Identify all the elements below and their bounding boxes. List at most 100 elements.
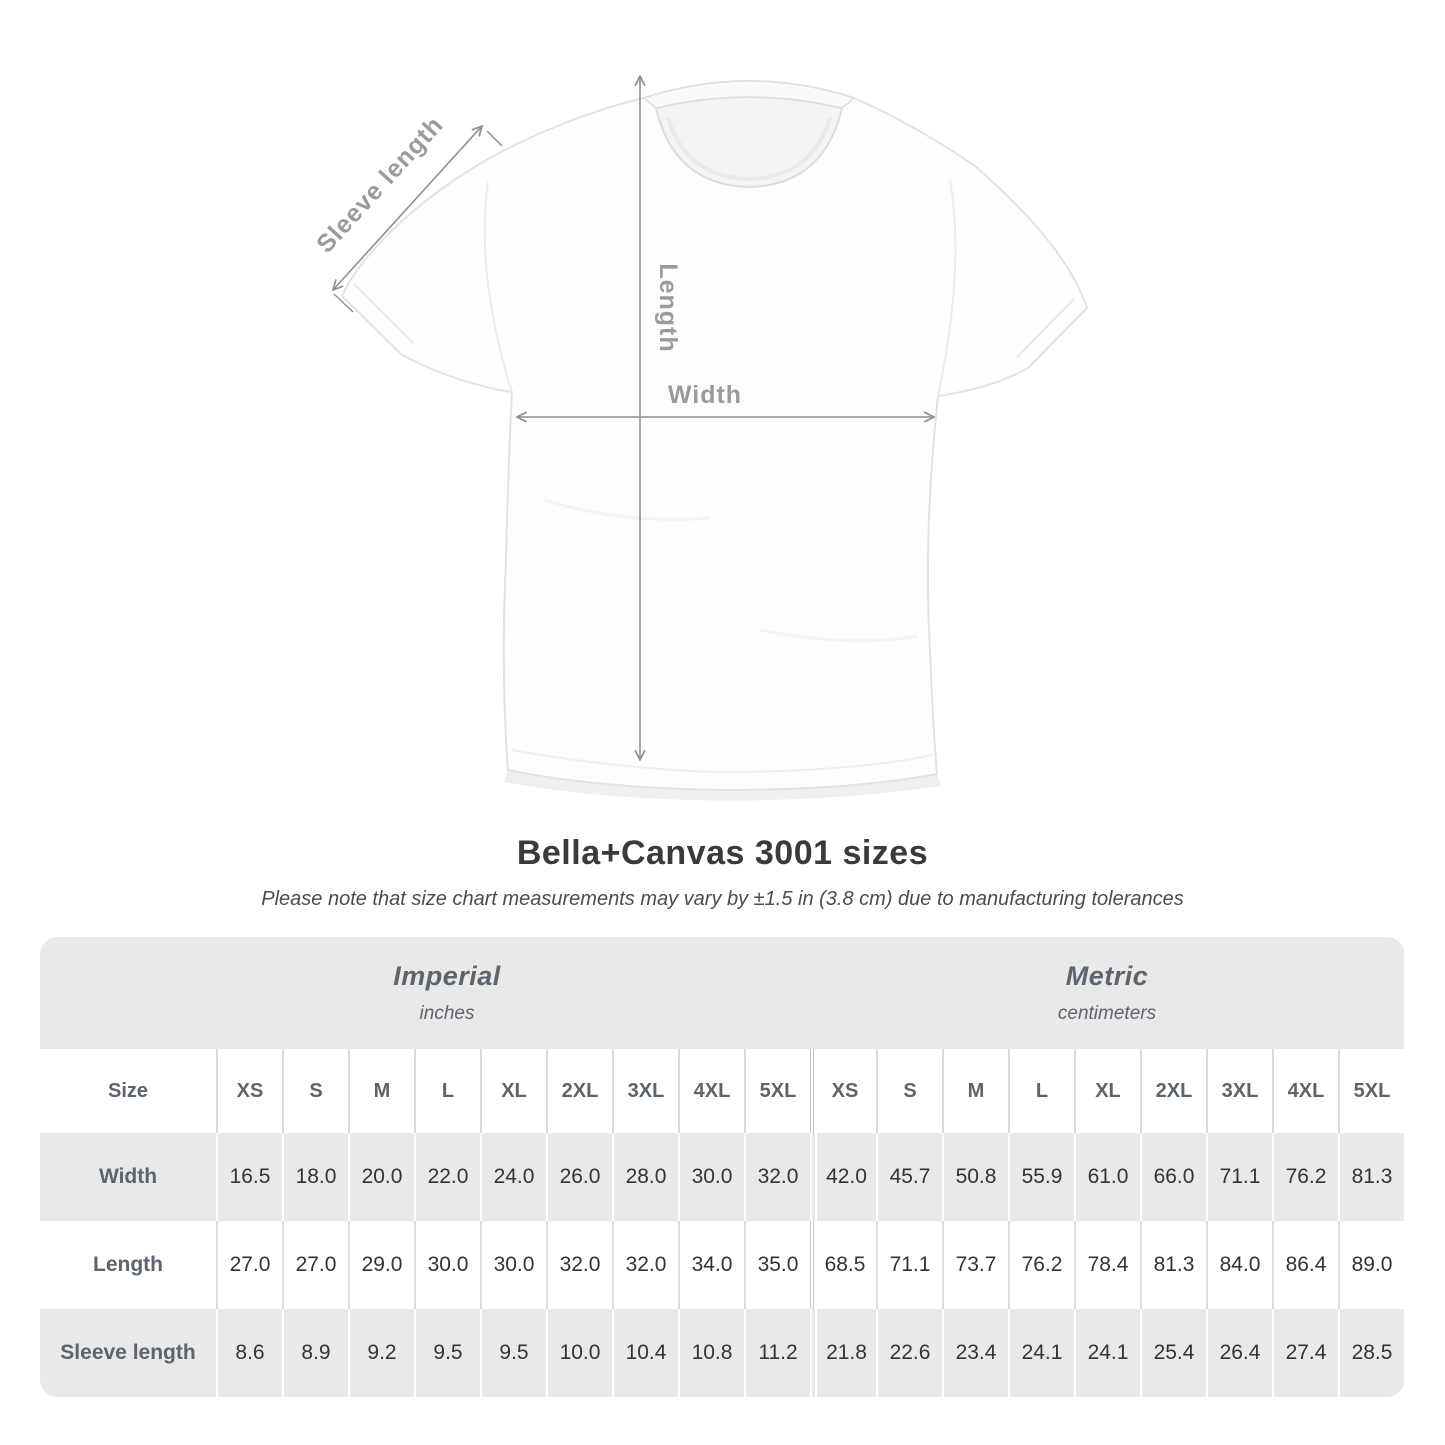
size-table-wrap: Imperial inches Metric centimeters Size … (40, 937, 1405, 1397)
value-cell: 20.0 (348, 1133, 414, 1221)
value-cell: 10.0 (546, 1309, 612, 1397)
value-cell: 23.4 (942, 1309, 1008, 1397)
value-cell: 50.8 (942, 1133, 1008, 1221)
value-cell: 18.0 (282, 1133, 348, 1221)
size-col-header: 5XL (744, 1049, 810, 1133)
value-cell: 10.8 (678, 1309, 744, 1397)
value-cell: 32.0 (546, 1221, 612, 1309)
sleeve-arrow-leader-bottom (333, 293, 354, 313)
value-cell: 28.0 (612, 1133, 678, 1221)
value-cell: 34.0 (678, 1221, 744, 1309)
value-cell: 9.2 (348, 1309, 414, 1397)
tshirt-right-cuff-seam (1016, 297, 1076, 358)
value-cell: 9.5 (414, 1309, 480, 1397)
size-table-body: Width 16.5 18.0 20.0 22.0 24.0 26.0 28.0 30.0 32.… (40, 1133, 1404, 1397)
size-col-header: XS (810, 1049, 876, 1133)
table-row: Width 16.5 18.0 20.0 22.0 24.0 26.0 28.0 30.0 32.… (40, 1133, 1404, 1221)
size-col-header: XL (1074, 1049, 1140, 1133)
value-cell: 28.5 (1338, 1309, 1404, 1397)
value-cell: 22.0 (414, 1133, 480, 1221)
tshirt-collar-band (643, 80, 855, 109)
size-col-header: 4XL (678, 1049, 744, 1133)
value-cell: 81.3 (1140, 1221, 1206, 1309)
value-cell: 61.0 (1074, 1133, 1140, 1221)
size-header-label: Size (107, 1079, 149, 1102)
value-cell: 81.3 (1338, 1133, 1404, 1221)
value-cell: 86.4 (1272, 1221, 1338, 1309)
imperial-group-header: Imperial inches (40, 937, 810, 1049)
value-cell: 78.4 (1074, 1221, 1140, 1309)
size-col-header: XS (216, 1049, 282, 1133)
size-col-header: L (414, 1049, 480, 1133)
value-cell: 26.0 (546, 1133, 612, 1221)
value-cell: 30.0 (678, 1133, 744, 1221)
value-cell: 66.0 (1140, 1133, 1206, 1221)
size-col-header: M (942, 1049, 1008, 1133)
value-cell: 32.0 (612, 1221, 678, 1309)
value-cell: 35.0 (744, 1221, 810, 1309)
size-col-header: 2XL (546, 1049, 612, 1133)
value-cell: 84.0 (1206, 1221, 1272, 1309)
tshirt-hem-shadow (504, 770, 941, 801)
value-cell: 27.0 (216, 1221, 282, 1309)
metric-group-unit: centimeters (1057, 1003, 1157, 1024)
unit-header-row: Imperial inches Metric centimeters (40, 937, 1404, 1049)
title-block: Bella+Canvas 3001 sizes Please note that… (0, 832, 1445, 911)
tshirt-diagram-svg: Sleeve length Length Width (311, 0, 1088, 801)
value-cell: 42.0 (810, 1133, 876, 1221)
value-cell: 30.0 (480, 1221, 546, 1309)
size-header-row: Size XS S M L XL 2XL 3XL 4XL 5XL XS S M L XL 2XL 3XL 4XL… (40, 1049, 1404, 1133)
tshirt-wrinkle (759, 628, 919, 643)
sleeve-arrow-leader-top (486, 130, 503, 147)
size-col-header: 4XL (1272, 1049, 1338, 1133)
value-cell: 27.4 (1272, 1309, 1338, 1397)
value-cell: 8.9 (282, 1309, 348, 1397)
tolerance-note: Please note that size chart measurements… (261, 888, 1184, 910)
value-cell: 30.0 (414, 1221, 480, 1309)
value-cell: 68.5 (810, 1221, 876, 1309)
size-col-header: S (876, 1049, 942, 1133)
row-label: Width (98, 1165, 158, 1188)
sleeve-length-arrow (333, 126, 482, 290)
value-cell: 24.1 (1008, 1309, 1074, 1397)
size-col-header: S (282, 1049, 348, 1133)
value-cell: 45.7 (876, 1133, 942, 1221)
tshirt-left-cuff-seam (353, 283, 414, 344)
tshirt-hem-stitch (511, 749, 934, 774)
value-cell: 32.0 (744, 1133, 810, 1221)
value-cell: 25.4 (1140, 1309, 1206, 1397)
size-col-header: 3XL (1206, 1049, 1272, 1133)
value-cell: 27.0 (282, 1221, 348, 1309)
tshirt-right-sleeve-seam (937, 179, 957, 397)
value-cell: 26.4 (1206, 1309, 1272, 1397)
tshirt-wrinkle (544, 498, 711, 522)
value-cell: 9.5 (480, 1309, 546, 1397)
page-title: Bella+Canvas 3001 sizes (516, 834, 929, 872)
value-cell: 22.6 (876, 1309, 942, 1397)
value-cell: 21.8 (810, 1309, 876, 1397)
value-cell: 11.2 (744, 1309, 810, 1397)
row-label: Sleeve length (60, 1341, 196, 1364)
metric-group-header: Metric centimeters (810, 937, 1404, 1049)
size-col-header: 2XL (1140, 1049, 1206, 1133)
table-row: Length 27.0 27.0 29.0 30.0 30.0 32.0 32.0 34.0 35… (40, 1221, 1404, 1309)
width-label: Width (668, 381, 742, 409)
value-cell: 55.9 (1008, 1133, 1074, 1221)
value-cell: 29.0 (348, 1221, 414, 1309)
row-label: Length (93, 1253, 163, 1276)
length-label: Length (654, 263, 682, 352)
imperial-group-label: Imperial (393, 961, 501, 991)
value-cell: 16.5 (216, 1133, 282, 1221)
metric-group-label: Metric (1065, 961, 1149, 991)
size-col-header: 5XL (1338, 1049, 1404, 1133)
size-col-header: L (1008, 1049, 1074, 1133)
value-cell: 76.2 (1272, 1133, 1338, 1221)
size-col-header: M (348, 1049, 414, 1133)
size-col-header: 3XL (612, 1049, 678, 1133)
tshirt-collar-shadow (666, 117, 832, 182)
value-cell: 71.1 (876, 1221, 942, 1309)
value-cell: 24.1 (1074, 1309, 1140, 1397)
value-cell: 8.6 (216, 1309, 282, 1397)
tshirt-left-sleeve-seam (483, 181, 513, 393)
